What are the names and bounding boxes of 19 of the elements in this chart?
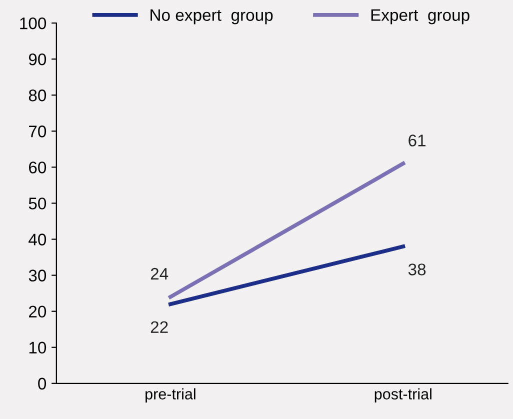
legend-label: No expert group [150,9,273,24]
y-tick-label: 90 [28,53,46,66]
y-tick-label: 30 [28,270,46,282]
y-tick-label: 0 [38,378,46,390]
data-label: 24 [150,268,168,280]
y-tick-label: 70 [29,126,46,138]
legend-label: Expert group [371,9,470,24]
y-tick-label: 80 [28,90,46,102]
y-tick-label: 40 [28,234,46,246]
data-label: 22 [150,321,168,333]
y-tick-label: 100 [20,17,46,30]
y-tick-label: 20 [29,306,46,318]
y-tick-label: 50 [28,198,46,210]
y-tick-label: 60 [29,162,46,174]
x-tick-label: post-trial [374,388,432,402]
x-tick-label: pre-trial [146,388,196,402]
data-label: 61 [408,134,426,146]
y-tick-label: 10 [29,342,46,354]
data-label: 38 [408,264,426,276]
